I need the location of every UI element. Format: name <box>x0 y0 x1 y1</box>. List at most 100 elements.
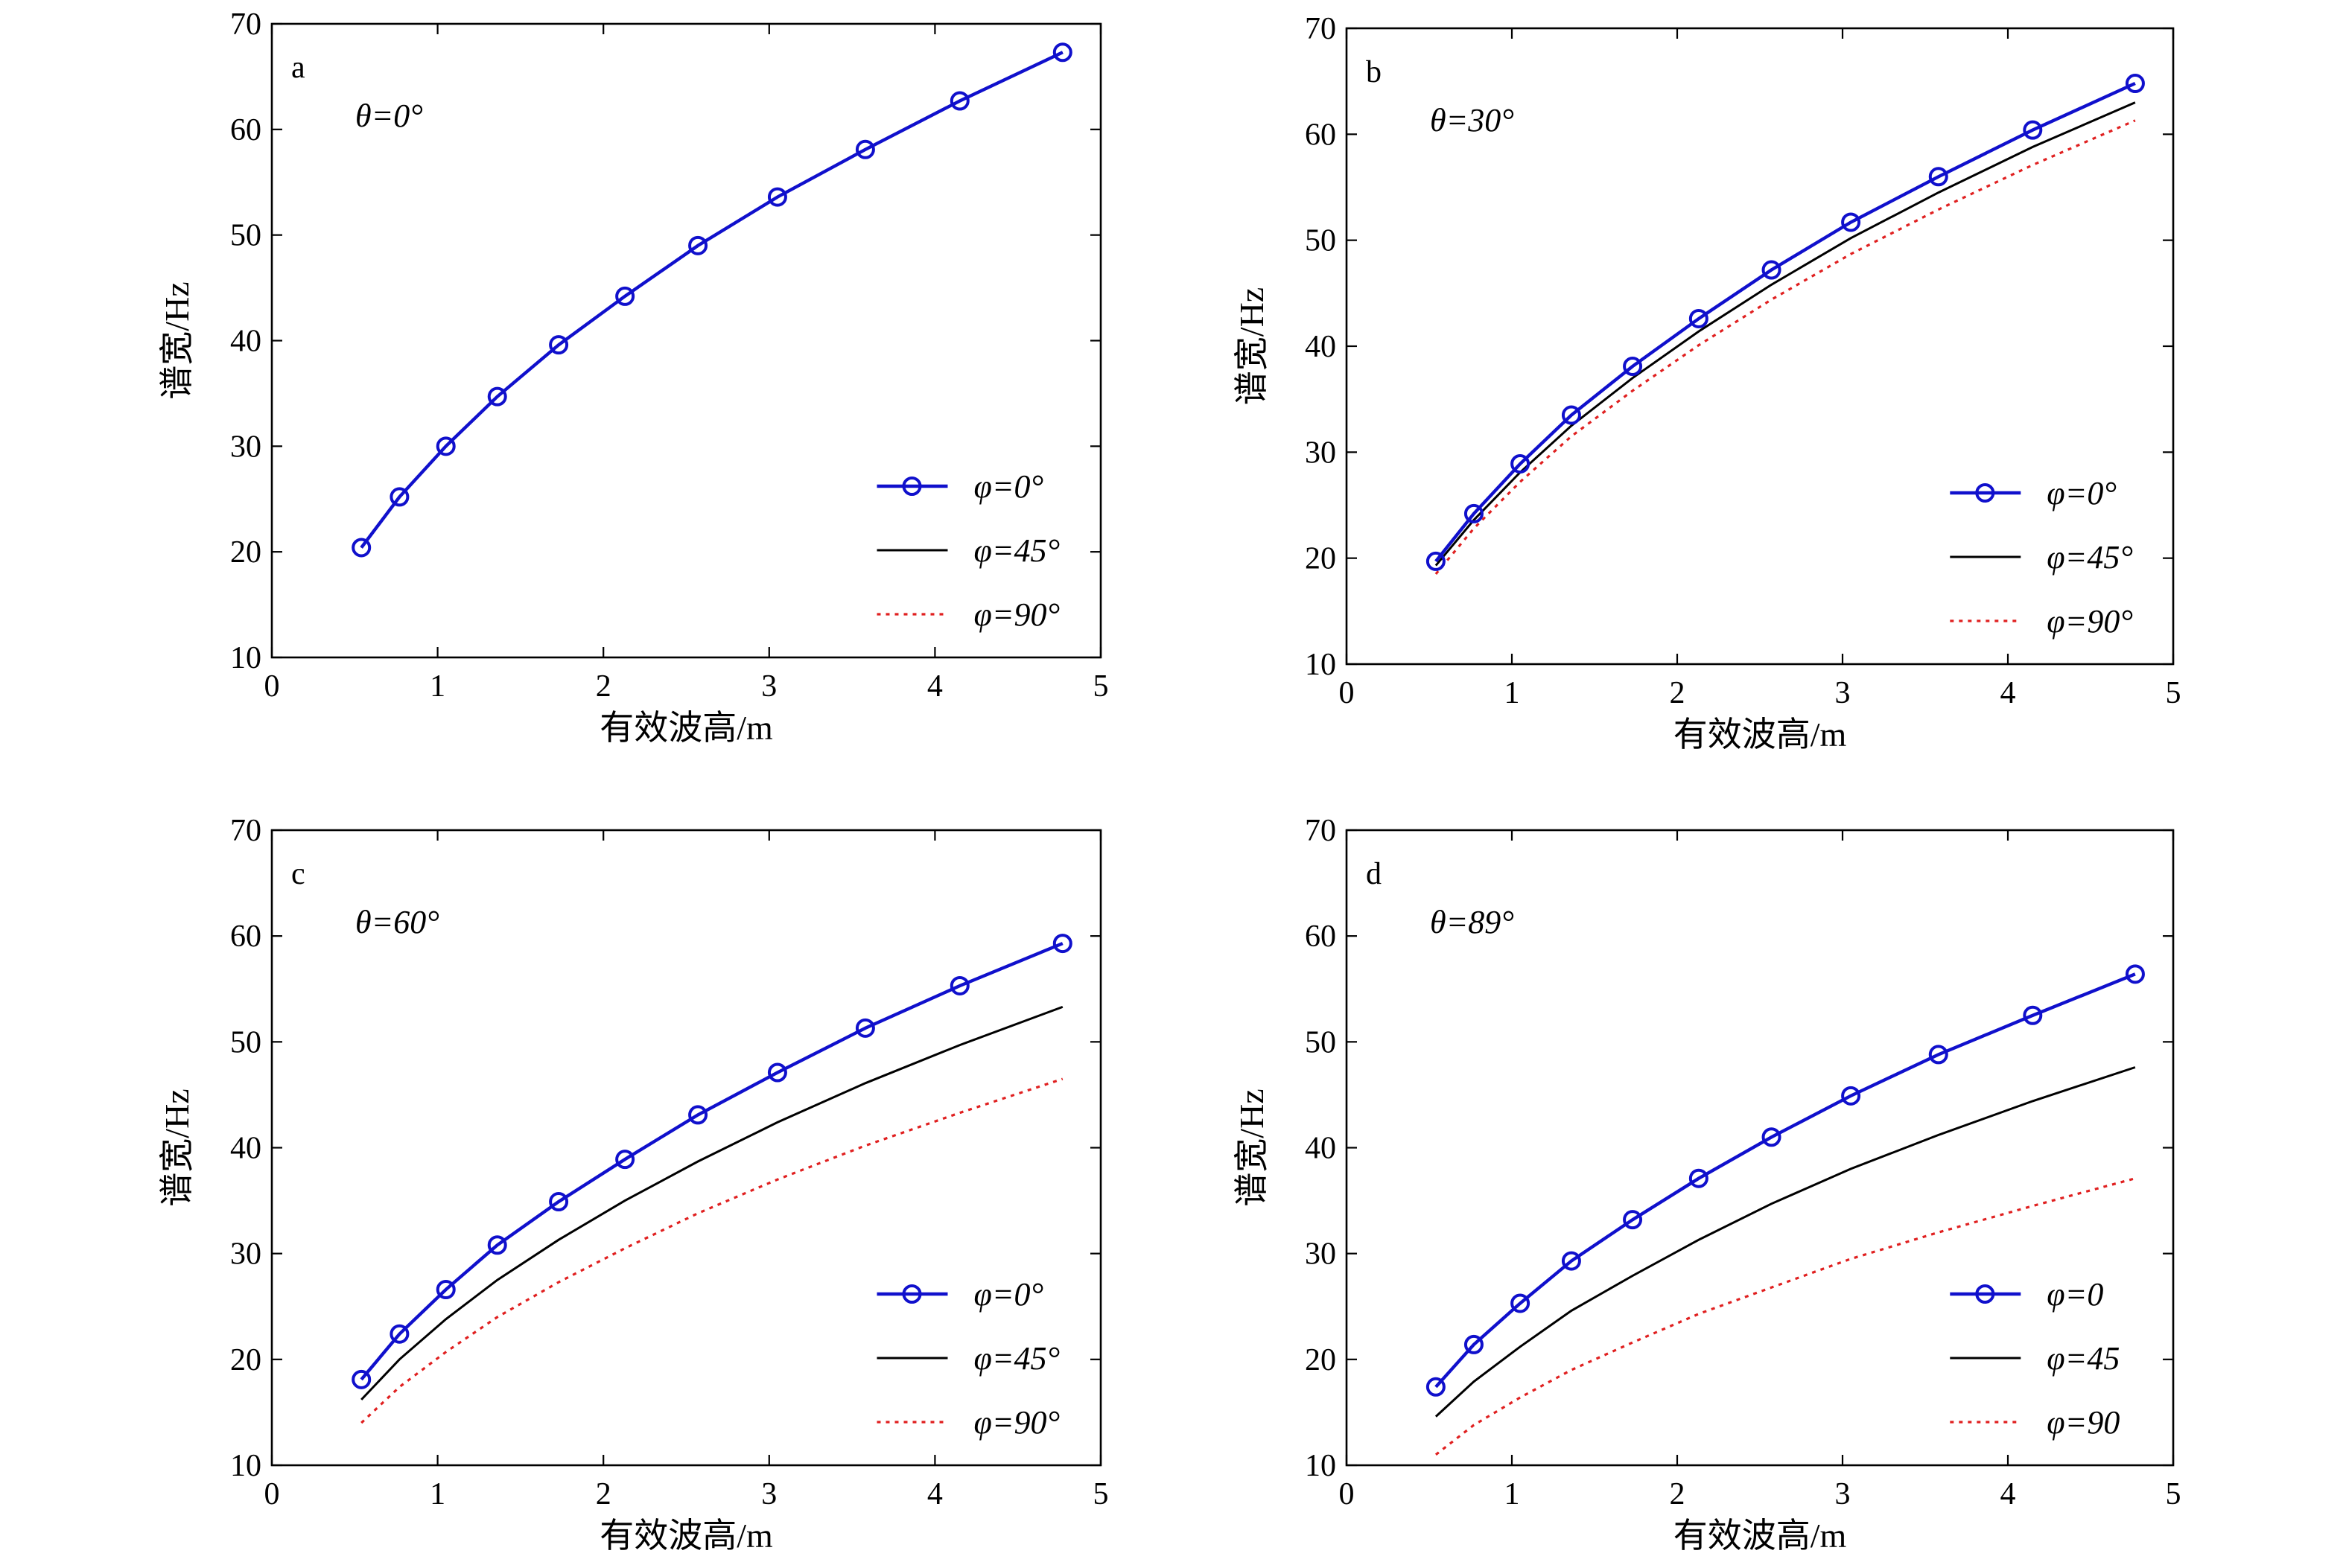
legend-entry-2: φ=90 <box>2047 1404 2120 1441</box>
legend-entry-1: φ=45° <box>2047 539 2133 576</box>
y-tick-label: 70 <box>230 814 261 848</box>
y-tick-label: 10 <box>230 641 261 675</box>
x-tick-label: 2 <box>596 669 611 704</box>
panel-letter: c <box>291 857 305 891</box>
x-tick-label: 0 <box>264 1477 280 1511</box>
series-marker <box>1561 405 1581 425</box>
x-tick-label: 3 <box>1835 1477 1851 1511</box>
series-marker <box>2023 120 2043 140</box>
panel-letter: b <box>1366 55 1382 89</box>
series-marker <box>1463 503 1484 523</box>
series-marker <box>1052 42 1072 63</box>
legend-entry-0: φ=0 <box>2047 1276 2103 1313</box>
series-marker <box>767 187 787 207</box>
y-tick-label: 30 <box>230 430 261 464</box>
series-line-1 <box>1434 1066 2136 1418</box>
y-tick-label: 70 <box>1305 814 1336 848</box>
y-tick-label: 40 <box>1305 1132 1336 1166</box>
x-tick-label: 4 <box>2000 676 2016 710</box>
series-line-0 <box>360 942 1064 1381</box>
y-axis-title: 谱宽/Hz <box>158 1089 196 1206</box>
y-tick-label: 30 <box>230 1237 261 1272</box>
series-marker <box>1561 1251 1581 1271</box>
legend-marker <box>902 477 922 496</box>
legend-entry-1: φ=45° <box>973 1340 1060 1377</box>
y-tick-label: 60 <box>1305 920 1336 954</box>
series-marker <box>615 1150 635 1170</box>
series-marker <box>390 1324 410 1344</box>
series-marker <box>855 1018 875 1038</box>
series-marker <box>1688 1168 1708 1188</box>
y-axis-title: 谱宽/Hz <box>158 281 196 399</box>
x-tick-label: 2 <box>596 1477 611 1511</box>
series-line-2 <box>1434 119 2136 576</box>
chart-panel-b: 0 1 2 3 4 5 10 20 30 40 50 60 70 有效波高/m 谱宽/Hz b θ=30° φ=0… <box>1233 12 2181 753</box>
series-marker <box>1052 934 1072 954</box>
series-marker <box>549 1192 569 1212</box>
x-tick-label: 3 <box>1835 676 1851 710</box>
x-axis-title: 有效波高/m <box>1673 1517 1847 1555</box>
legend-marker <box>1975 483 1995 503</box>
y-tick-label: 10 <box>1305 1449 1336 1483</box>
x-axis-title: 有效波高/m <box>600 709 773 747</box>
series-marker <box>615 286 635 306</box>
y-axis-title: 谱宽/Hz <box>1233 287 1271 405</box>
series-marker <box>1623 1210 1643 1230</box>
series-marker <box>436 436 456 456</box>
chart-panel-a: 0 1 2 3 4 5 10 20 30 40 50 60 70 有效波高/m 谱宽/Hz a θ=0° φ=0°… <box>158 7 1109 747</box>
series-marker <box>1928 1045 1948 1065</box>
legend-entry-0: φ=0° <box>973 1276 1043 1313</box>
panel-annotation: θ=89° <box>1430 904 1514 940</box>
y-tick-label: 20 <box>230 535 261 570</box>
series-marker <box>1623 357 1643 377</box>
y-tick-label: 40 <box>230 1132 261 1166</box>
legend-entry-1: φ=45 <box>2047 1340 2120 1377</box>
x-tick-label: 2 <box>1670 1477 1685 1511</box>
series-marker <box>1761 1127 1781 1147</box>
x-tick-label: 0 <box>1339 676 1355 710</box>
x-tick-label: 5 <box>1093 1477 1109 1511</box>
series-marker <box>688 1105 708 1125</box>
legend-entry-1: φ=45° <box>973 532 1060 569</box>
panel-annotation: θ=0° <box>355 98 423 134</box>
y-tick-label: 40 <box>230 325 261 359</box>
series-marker <box>855 139 875 159</box>
chart-panel-c: 0 1 2 3 4 5 10 20 30 40 50 60 70 有效波高/m 谱宽/Hz c θ=60° φ=0… <box>158 814 1109 1555</box>
legend-entry-0: φ=0° <box>973 468 1043 505</box>
series-line-2 <box>360 1077 1064 1424</box>
y-tick-label: 50 <box>1305 224 1336 258</box>
x-tick-label: 3 <box>761 1477 777 1511</box>
x-tick-label: 5 <box>2166 1477 2181 1511</box>
legend-marker <box>902 1284 922 1304</box>
series-marker <box>2125 74 2145 94</box>
y-tick-label: 10 <box>1305 648 1336 682</box>
y-tick-label: 20 <box>1305 1343 1336 1377</box>
series-marker <box>1761 260 1781 280</box>
series-line-0 <box>360 51 1064 549</box>
series-line-1 <box>360 1005 1064 1400</box>
y-tick-label: 60 <box>230 920 261 954</box>
legend-entry-2: φ=90° <box>2047 603 2133 640</box>
y-tick-label: 30 <box>1305 436 1336 470</box>
y-tick-label: 50 <box>230 1025 261 1059</box>
series-marker <box>1841 212 1861 232</box>
series-line-2 <box>360 51 1064 549</box>
x-tick-label: 4 <box>2000 1477 2016 1511</box>
x-tick-label: 3 <box>761 669 777 704</box>
y-tick-label: 50 <box>230 219 261 253</box>
legend-entry-0: φ=0° <box>2047 475 2117 511</box>
legend-marker <box>1975 1284 1995 1304</box>
panel-letter: a <box>291 51 305 85</box>
x-tick-label: 1 <box>1504 1477 1520 1511</box>
series-marker <box>487 1235 507 1255</box>
panel-letter: d <box>1366 857 1382 891</box>
x-tick-label: 1 <box>430 1477 445 1511</box>
legend-entry-2: φ=90° <box>973 596 1060 633</box>
x-tick-label: 0 <box>1339 1477 1355 1511</box>
y-tick-label: 60 <box>230 113 261 147</box>
y-tick-label: 70 <box>230 7 261 42</box>
y-axis-title: 谱宽/Hz <box>1233 1089 1271 1206</box>
series-marker <box>950 975 970 995</box>
y-tick-label: 70 <box>1305 12 1336 46</box>
